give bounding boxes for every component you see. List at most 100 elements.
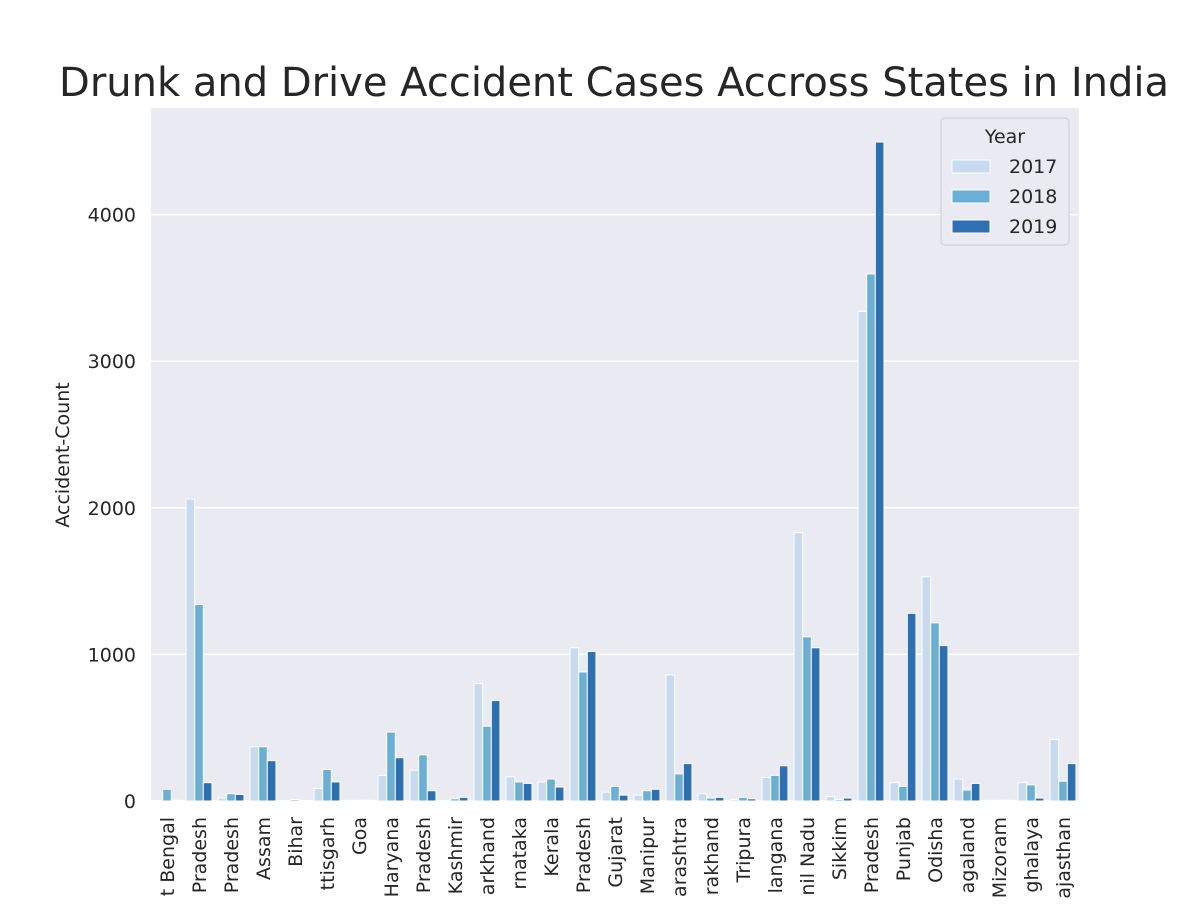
- bar-2019: [362, 799, 373, 802]
- bar-2017: [505, 776, 516, 802]
- bar-2017: [665, 674, 676, 802]
- bar-2017: [217, 797, 228, 802]
- y-axis-label: Accident-Count: [52, 382, 74, 527]
- x-tick-label: Assam: [253, 817, 275, 880]
- chart-title: Drunk and Drive Accident Cases Accross S…: [59, 60, 1169, 106]
- y-tick-label: 4000: [88, 205, 136, 227]
- x-tick-labels: t Bengal Pradesh Pradesh Assam Bihar ttisgarh…: [157, 817, 1075, 899]
- bar-2019: [1034, 797, 1045, 802]
- bar-2018: [1058, 780, 1068, 802]
- bar-2019: [202, 782, 213, 802]
- bar-2017: [889, 782, 900, 802]
- bar-2019: [554, 786, 565, 802]
- y-tick-labels: 0 1000 2000 3000 4000: [88, 205, 136, 813]
- bar-2019: [970, 782, 981, 802]
- bar-2017: [313, 788, 324, 802]
- legend: Year 2017 2018 2019: [940, 117, 1070, 246]
- legend-label-2019: 2019: [1009, 216, 1057, 238]
- bar-2019: [778, 765, 789, 802]
- bar-2019: [426, 790, 437, 802]
- bar-2018: [866, 273, 876, 802]
- x-tick-label: ghalaya: [1021, 817, 1043, 893]
- y-tick-label: 3000: [88, 351, 136, 373]
- bar-2017: [953, 778, 964, 802]
- bar-2018: [514, 781, 524, 802]
- x-tick-label: Pradesh: [221, 817, 243, 893]
- bar-2018: [610, 785, 620, 802]
- bar-2019: [234, 793, 245, 802]
- bar-2018: [546, 778, 556, 802]
- bar-2019: [490, 700, 501, 802]
- bar-2019: [266, 760, 277, 802]
- x-tick-label: Pradesh: [861, 817, 883, 893]
- legend-items: 2017 2018 2019: [951, 156, 1057, 238]
- x-tick-label: Manipur: [637, 817, 659, 894]
- x-tick-label: rakhand: [701, 817, 723, 895]
- x-tick-label: Sikkim: [829, 817, 851, 880]
- bar-2018: [802, 636, 812, 802]
- x-tick-label: agaland: [957, 817, 979, 893]
- bar-2018: [226, 793, 236, 802]
- x-tick-label: Bihar: [285, 817, 307, 867]
- bar-2017: [409, 769, 420, 802]
- bar-2018: [930, 622, 940, 802]
- bar-2018: [322, 768, 332, 802]
- bar-2018: [290, 799, 300, 802]
- bar-2019: [522, 782, 533, 802]
- bar-2017: [1017, 782, 1028, 802]
- bar-2017: [185, 498, 196, 802]
- bar-2018: [450, 798, 460, 802]
- bar-2019: [330, 781, 341, 802]
- bar-2019: [618, 794, 629, 802]
- x-tick-label: ajasthan: [1053, 817, 1075, 899]
- bar-2017: [377, 774, 388, 802]
- x-tick-label: Kerala: [541, 817, 563, 877]
- bar-2018: [770, 774, 780, 802]
- bar-2019: [1066, 763, 1077, 802]
- legend-box: [940, 117, 1070, 246]
- bar-2017: [473, 683, 484, 802]
- x-tick-label: Kashmir: [445, 817, 467, 894]
- x-tick-label: ttisgarh: [317, 817, 339, 890]
- bar-2017: [633, 794, 644, 802]
- bar-2018: [194, 604, 204, 802]
- bar-2019: [1002, 799, 1013, 802]
- legend-label-2018: 2018: [1009, 186, 1057, 208]
- bar-2018: [418, 754, 428, 802]
- x-tick-label: arkhand: [477, 817, 499, 895]
- bar-2018: [674, 773, 684, 802]
- bar-2017: [857, 310, 868, 802]
- bar-2017: [345, 799, 356, 802]
- bar-2019: [938, 645, 949, 802]
- bar-2019: [714, 796, 725, 802]
- bar-2018: [962, 789, 972, 802]
- x-tick-label: Haryana: [381, 817, 403, 897]
- bar-2019: [650, 788, 661, 802]
- bar-2017: [1049, 738, 1060, 802]
- legend-swatch-2017: [951, 159, 991, 174]
- bar-2017: [985, 799, 996, 802]
- bar-2017: [793, 532, 804, 802]
- y-tick-label: 1000: [88, 644, 136, 666]
- bar-2017: [569, 647, 580, 802]
- bar-2017: [825, 796, 836, 802]
- legend-swatch-2018: [951, 189, 991, 204]
- x-tick-label: Pradesh: [189, 817, 211, 893]
- bar-2019: [842, 797, 853, 802]
- bar-2018: [834, 799, 844, 802]
- legend-swatch-2019: [951, 219, 991, 234]
- bar-2018: [386, 731, 396, 802]
- bar-2019: [586, 650, 597, 802]
- bar-2017: [921, 576, 932, 802]
- bar-2017: [601, 791, 612, 802]
- legend-label-2017: 2017: [1009, 156, 1057, 178]
- legend-title: Year: [984, 126, 1025, 148]
- x-tick-label: Pradesh: [573, 817, 595, 893]
- bar-2018: [706, 797, 716, 802]
- bar-2018: [1026, 784, 1036, 802]
- y-tick-label: 0: [124, 791, 136, 813]
- x-tick-label: langana: [765, 817, 787, 893]
- bar-2019: [170, 799, 181, 802]
- x-tick-label: Pradesh: [413, 817, 435, 893]
